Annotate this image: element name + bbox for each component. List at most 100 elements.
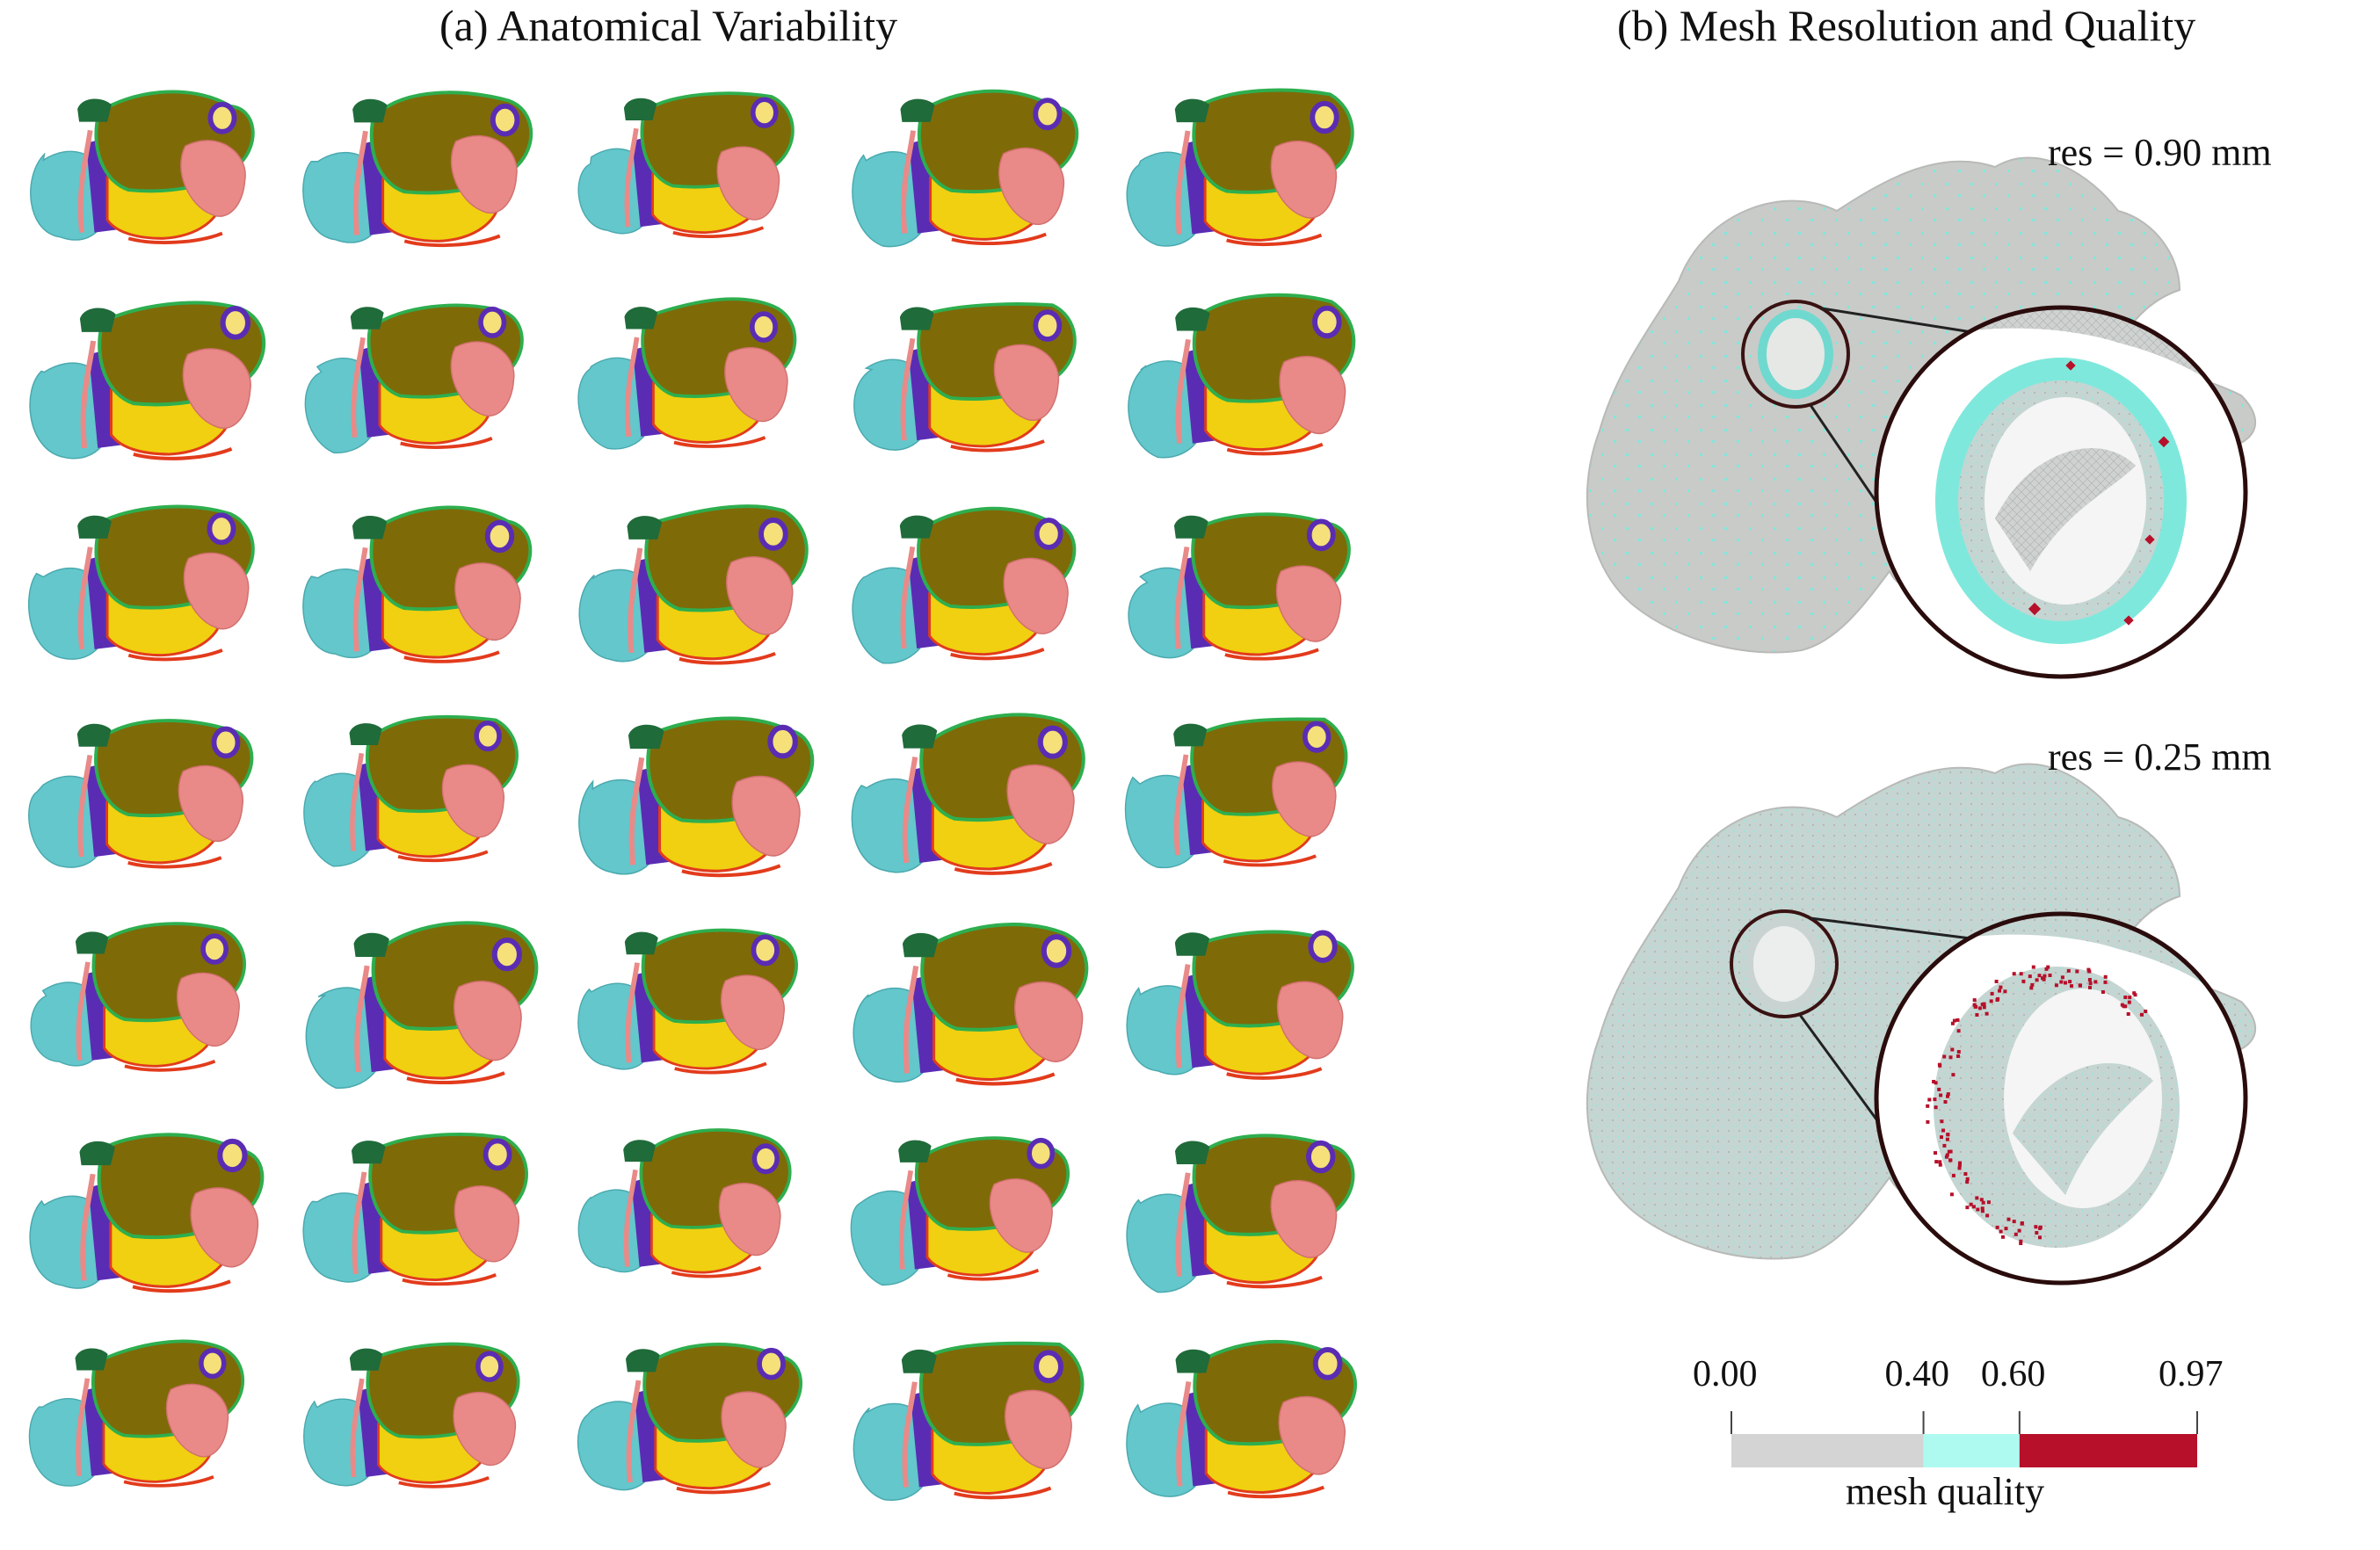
vein-ring: [1306, 1140, 1336, 1174]
low-quality-elements: [1926, 965, 2148, 1245]
edge-accent: [678, 651, 776, 665]
atrium-model: [577, 1128, 792, 1278]
vein-ring: [200, 933, 229, 965]
atrium-model: [577, 91, 795, 238]
appendage-shape: [453, 1392, 517, 1467]
colorbar-tick-label: 0.97: [2159, 1354, 2224, 1394]
edge-accent: [127, 648, 223, 662]
vein-cap-shape: [627, 516, 663, 540]
edge-accent: [1226, 442, 1324, 456]
vein-ring: [749, 311, 778, 343]
seam-line: [77, 129, 93, 233]
appendage-shape: [1004, 1389, 1072, 1469]
vein-ring: [1312, 305, 1342, 339]
vein-ring: [474, 721, 502, 752]
vein-ring: [1033, 98, 1063, 131]
edge-accent: [1224, 648, 1319, 661]
vein-cap-shape: [623, 98, 657, 120]
atrium-model: [1126, 1340, 1357, 1499]
appendage-shape: [1014, 981, 1084, 1062]
atrium-model: [577, 1343, 802, 1495]
zoom-inset-border: [1874, 911, 2248, 1286]
atrium-model: [1128, 293, 1356, 459]
edge-accent: [672, 226, 765, 238]
seam-line: [1176, 1381, 1192, 1487]
vein-cap-shape: [79, 308, 116, 332]
appendage-shape: [989, 1178, 1053, 1253]
appendage-shape: [731, 775, 801, 857]
atrium-model: [30, 90, 255, 244]
vein-cap-shape: [624, 307, 658, 330]
edge-accent: [950, 439, 1045, 453]
vein-ring: [490, 103, 520, 137]
colorbar-segment: [2019, 1434, 2197, 1467]
atrium-model: [28, 1339, 245, 1488]
appendage-shape: [450, 135, 518, 214]
vein-cap-shape: [349, 1348, 383, 1371]
seam-line: [1175, 338, 1191, 444]
vein-cap-shape: [899, 515, 934, 539]
vein-ring: [757, 1347, 786, 1380]
seam-line: [1175, 964, 1191, 1068]
appendage-shape: [454, 981, 522, 1061]
atrium-model: [578, 504, 809, 665]
atrium-model: [850, 1136, 1070, 1286]
seam-line: [623, 1169, 638, 1267]
atrium-model: [29, 1133, 265, 1293]
zoom-inset-fine: [1876, 914, 2246, 1283]
appendage-shape: [1278, 1395, 1346, 1475]
appendage-shape: [190, 1187, 259, 1268]
vein-ring: [758, 518, 788, 551]
appendage-shape: [178, 765, 243, 842]
seam-line: [628, 757, 645, 866]
atrium-model: [577, 928, 798, 1075]
atrium-model: [303, 714, 519, 867]
edge-accent: [676, 1481, 772, 1495]
appendage-shape: [718, 1183, 781, 1257]
vein-ring: [751, 1143, 780, 1175]
appendage-shape: [1276, 981, 1344, 1060]
mesh-panel: [1585, 156, 2256, 1467]
vein-ring: [211, 726, 241, 759]
vein-cap-shape: [77, 98, 112, 122]
atrium-model: [577, 297, 797, 450]
colorbar-tick-label: 0.60: [1980, 1354, 2046, 1394]
vein-cap-shape: [900, 98, 935, 122]
mesh-quality-colorbar: [1731, 1411, 2198, 1467]
panel-a-title: (a) Anatomical Variability: [439, 1, 898, 50]
vein-ring: [1310, 100, 1339, 134]
edge-accent: [950, 648, 1045, 661]
appendage-shape: [721, 974, 785, 1050]
appendage-shape: [177, 972, 240, 1047]
seam-line: [1175, 130, 1191, 235]
vein-ring: [1312, 1346, 1343, 1380]
appendage-shape: [1270, 141, 1338, 219]
vein-ring: [207, 512, 236, 546]
vein-ring: [1041, 934, 1072, 968]
edge-accent: [133, 446, 233, 460]
vein-ring: [207, 101, 237, 134]
vein-cap-shape: [351, 1141, 386, 1164]
atrium-model: [852, 89, 1079, 248]
appendage-shape: [1272, 761, 1337, 837]
atrium-model: [851, 713, 1085, 875]
vein-cap-shape: [75, 931, 109, 954]
appendage-shape: [183, 552, 250, 630]
zoom-source-circle: [1741, 300, 1850, 409]
vein-cap-shape: [352, 515, 388, 540]
appendage-shape: [182, 348, 251, 429]
zoom-inset-coarse: [1876, 308, 2246, 677]
appendage-shape: [165, 1383, 229, 1458]
vein-ring: [751, 934, 780, 967]
edge-accent: [674, 1061, 767, 1075]
seam-line: [77, 755, 93, 858]
vein-ring: [1302, 721, 1331, 753]
seam-line: [1173, 754, 1189, 856]
atrium-model: [1126, 930, 1354, 1080]
atrium-model: [578, 716, 815, 878]
atrium-model: [302, 1133, 528, 1286]
appendage-shape: [180, 140, 246, 217]
seam-line: [900, 546, 916, 649]
vein-ring: [484, 519, 515, 554]
mesh-view-coarse: [1585, 156, 2256, 679]
